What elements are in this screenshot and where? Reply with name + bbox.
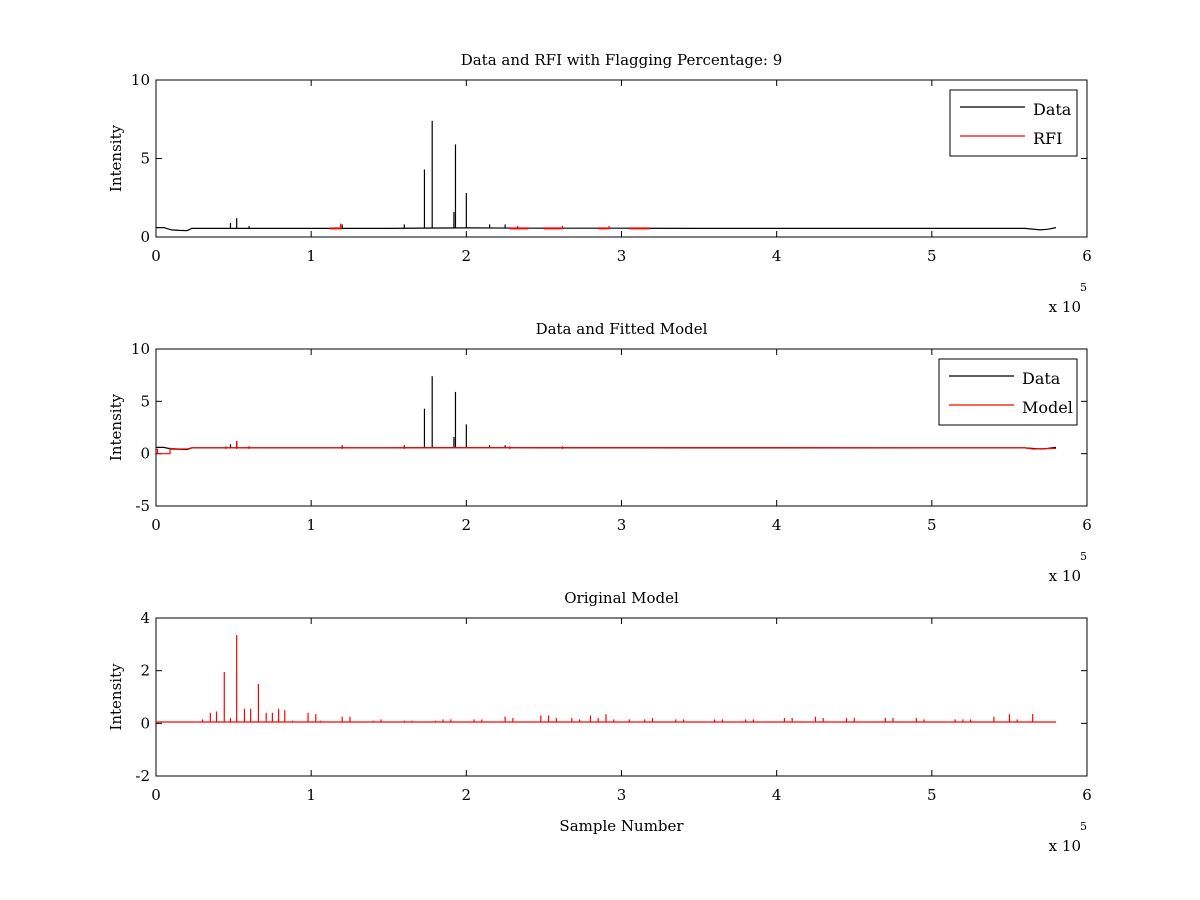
x-tick-label: 3 xyxy=(617,247,627,265)
x-tick-label: 5 xyxy=(927,786,937,804)
y-tick-label: 5 xyxy=(140,392,150,410)
x-exponent-power: 5 xyxy=(1080,281,1087,294)
x-tick-label: 5 xyxy=(927,516,937,534)
x-axis-label: Sample Number xyxy=(559,817,684,835)
y-axis-label: Intensity xyxy=(107,663,125,731)
chart-panel-3: Original Model Intensity Sample Number 0 1 2 3… xyxy=(107,589,1092,855)
legend-label-rfi: RFI xyxy=(1033,129,1062,148)
y-tick-label: 0 xyxy=(140,445,150,463)
legend-label-data: Data xyxy=(1033,100,1072,119)
y-tick-label: 5 xyxy=(140,150,150,168)
y-tick-label: 10 xyxy=(131,71,150,89)
x-exponent-power: 5 xyxy=(1080,550,1087,563)
x-exponent-power: 5 xyxy=(1080,820,1087,833)
x-tick-label: 0 xyxy=(151,786,161,804)
legend-box xyxy=(938,358,1078,426)
x-tick-label: 6 xyxy=(1082,786,1092,804)
x-tick-label: 3 xyxy=(617,786,627,804)
legend-label-model: Model xyxy=(1022,398,1073,417)
x-tick-label: 3 xyxy=(617,516,627,534)
y-tick-label: 0 xyxy=(140,228,150,246)
y-tick-label: 4 xyxy=(140,609,150,627)
x-tick-label: 1 xyxy=(306,247,316,265)
plot-area xyxy=(155,79,1088,238)
x-exponent-base: x 10 xyxy=(1049,298,1081,316)
chart-title: Original Model xyxy=(564,589,679,607)
x-tick-label: 4 xyxy=(772,516,782,534)
y-tick-label: -5 xyxy=(135,497,150,515)
x-tick-label: 1 xyxy=(306,516,316,534)
x-tick-label: 2 xyxy=(462,516,472,534)
x-tick-label: 6 xyxy=(1082,516,1092,534)
series-layer xyxy=(156,635,1056,723)
y-tick-label: -2 xyxy=(135,767,150,785)
x-exponent-base: x 10 xyxy=(1049,837,1081,855)
y-axis-label: Intensity xyxy=(107,124,125,192)
x-tick-label: 1 xyxy=(306,786,316,804)
chart-title: Data and Fitted Model xyxy=(536,320,708,338)
x-tick-label: 4 xyxy=(772,786,782,804)
legend-label-data: Data xyxy=(1022,369,1061,388)
x-tick-label: 4 xyxy=(772,247,782,265)
chart-panel-1: Data and RFI with Flagging Percentage: 9… xyxy=(107,51,1092,316)
legend-box xyxy=(949,89,1078,157)
plot-area xyxy=(155,617,1088,777)
series-layer xyxy=(156,376,1057,455)
x-tick-label: 2 xyxy=(462,786,472,804)
plot-area xyxy=(155,348,1088,507)
legend: Data RFI xyxy=(949,89,1078,157)
chart-title: Data and RFI with Flagging Percentage: 9 xyxy=(461,51,783,69)
y-tick-label: 2 xyxy=(140,662,150,680)
y-tick-label: 10 xyxy=(131,340,150,358)
y-axis-label: Intensity xyxy=(107,393,125,461)
x-tick-label: 2 xyxy=(462,247,472,265)
y-tick-label: 0 xyxy=(140,714,150,732)
x-tick-label: 6 xyxy=(1082,247,1092,265)
legend: Data Model xyxy=(938,358,1078,426)
x-tick-label: 5 xyxy=(927,247,937,265)
x-exponent-base: x 10 xyxy=(1049,567,1081,585)
x-tick-label: 0 xyxy=(151,247,161,265)
series-layer xyxy=(156,120,1057,232)
x-tick-label: 0 xyxy=(151,516,161,534)
